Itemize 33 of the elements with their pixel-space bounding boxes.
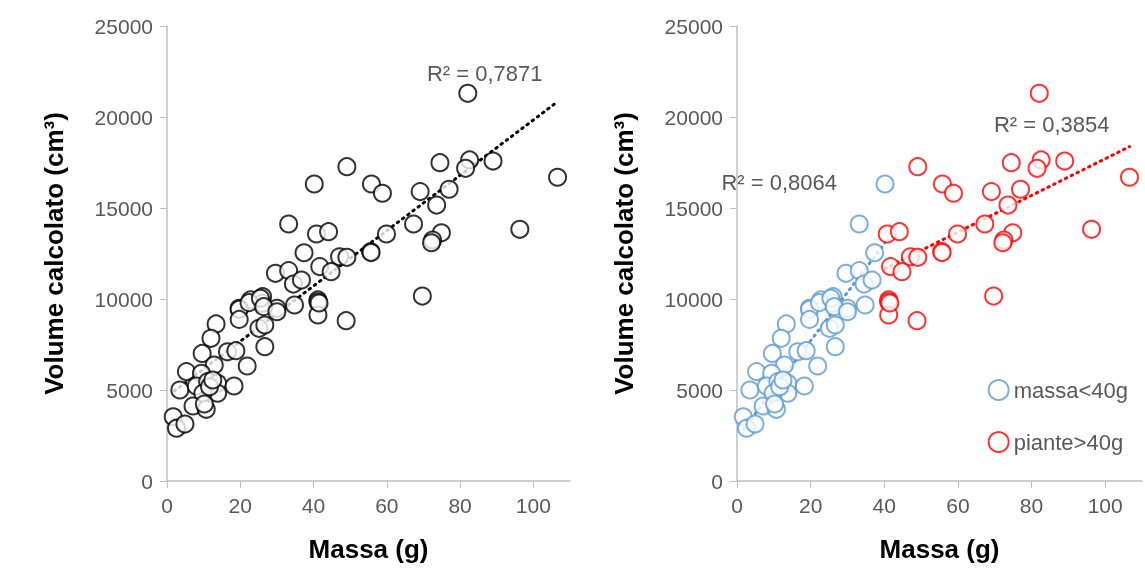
y-tick-label: 10000 bbox=[664, 287, 723, 311]
x-tick-label: 20 bbox=[798, 494, 823, 517]
x-tick-label: 80 bbox=[1019, 494, 1044, 517]
y-tick-label: 10000 bbox=[94, 287, 153, 311]
y-tick-label: 5000 bbox=[106, 378, 153, 402]
annotation: R² = 0,8064 bbox=[721, 170, 838, 196]
y-tick-label: 20000 bbox=[94, 105, 153, 129]
annotation: R² = 0,3854 bbox=[993, 112, 1110, 138]
y-tick-label: 15000 bbox=[94, 196, 153, 220]
y-axis-title: Volume calcolato (cm³) bbox=[39, 112, 69, 395]
x-tick-label: 0 bbox=[731, 494, 743, 517]
x-tick-label: 60 bbox=[375, 494, 399, 517]
x-tick-label: 40 bbox=[872, 494, 896, 517]
x-tick-label: 80 bbox=[448, 494, 472, 517]
y-tick-label: 25000 bbox=[664, 14, 723, 38]
y-tick-label: 0 bbox=[711, 469, 723, 493]
x-axis-title: Massa (g) bbox=[308, 534, 429, 564]
y-tick-label: 20000 bbox=[664, 105, 723, 129]
y-tick-label: 25000 bbox=[94, 14, 153, 38]
y-tick-label: 0 bbox=[141, 469, 153, 493]
x-tick-label: 100 bbox=[1087, 494, 1123, 517]
y-axis-title: Volume calcolato (cm³) bbox=[609, 112, 639, 395]
x-tick-label: 100 bbox=[515, 494, 551, 517]
x-tick-label: 20 bbox=[228, 494, 252, 517]
y-tick-label: 5000 bbox=[676, 378, 723, 402]
x-axis-title: Massa (g) bbox=[879, 534, 1000, 564]
legend-label: piante>40g bbox=[1013, 429, 1124, 455]
x-tick-label: 60 bbox=[946, 494, 970, 517]
legend-label: massa<40g bbox=[1013, 377, 1129, 403]
y-tick-label: 15000 bbox=[664, 196, 723, 220]
x-tick-label: 40 bbox=[301, 494, 326, 517]
x-tick-label: 0 bbox=[161, 494, 173, 517]
annotation: R² = 0,7871 bbox=[426, 61, 543, 87]
